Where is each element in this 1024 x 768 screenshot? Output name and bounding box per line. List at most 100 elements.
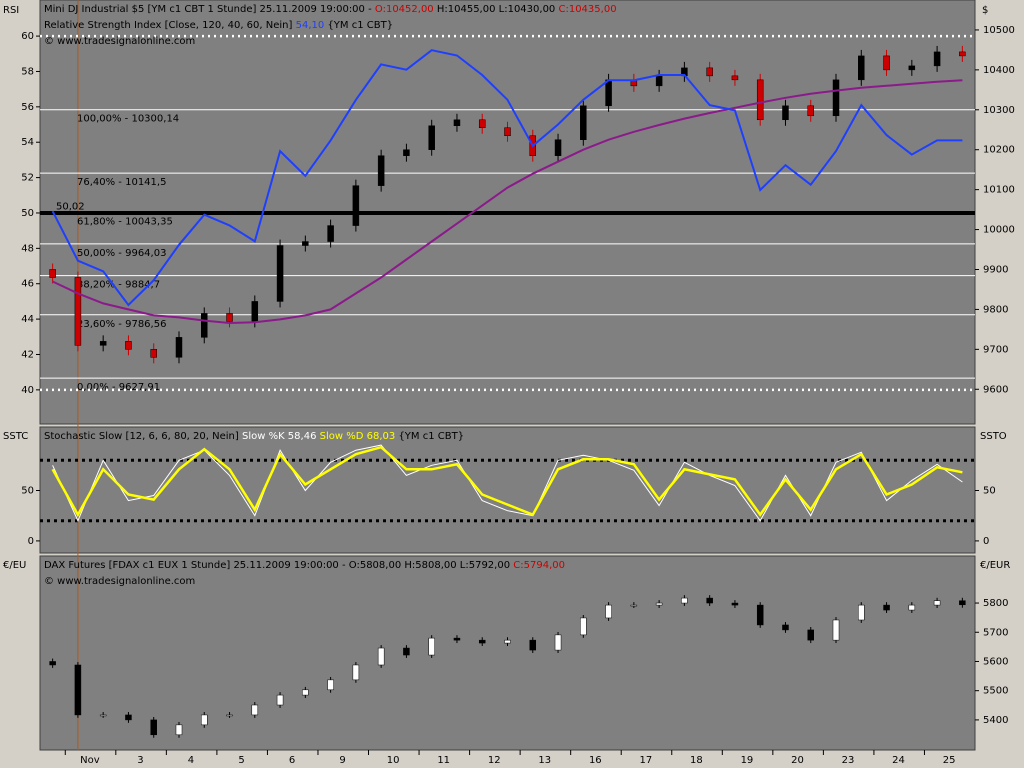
x-tick-label: 12	[488, 755, 501, 766]
indicator-source: {YM c1 CBT}	[398, 431, 464, 442]
candle-body	[782, 105, 789, 121]
candle-body	[478, 119, 486, 129]
candle-body	[756, 604, 764, 626]
rsi-annotation: 50,02	[56, 202, 85, 213]
candle-body	[150, 719, 157, 736]
header-layer: Mini DJ Industrial $5 [YM c1 CBT 1 Stund…	[44, 4, 617, 587]
candle-body	[580, 617, 587, 636]
candle-body	[858, 604, 865, 621]
x-tick-label: 24	[892, 755, 905, 766]
candle-body	[554, 139, 562, 156]
fib-label: 38,20% - 9884,7	[77, 280, 160, 291]
legend-entry: Slow %K 58,46	[242, 431, 316, 442]
y-tick-label: 48	[21, 243, 34, 254]
candle-body	[251, 704, 259, 716]
fib-label: 100,00% - 10300,14	[77, 114, 179, 125]
stochastic-line	[51, 445, 963, 518]
candle-body	[377, 155, 385, 186]
candle-body	[428, 125, 435, 150]
candle-body	[352, 185, 360, 226]
candle-body	[908, 604, 916, 611]
candle-body	[201, 313, 208, 338]
y-tick-label: 5500	[983, 686, 1008, 697]
y-tick-label: 0	[28, 536, 34, 547]
close-label: C:10435,00	[558, 4, 616, 15]
dax-panel	[39, 555, 976, 751]
x-tick-label: 5	[238, 755, 244, 766]
candle-body	[377, 647, 385, 666]
fib-label: 61,80% - 10043,35	[77, 216, 173, 227]
y-tick-label: 40	[21, 385, 34, 396]
candle-body	[731, 75, 739, 81]
x-tick-label: 13	[538, 755, 551, 766]
legend-entry: Slow %D 68,03	[320, 431, 396, 442]
fib-label: 76,40% - 10141,5	[77, 177, 166, 188]
candle-body	[756, 79, 764, 121]
candle-body	[832, 79, 840, 117]
y-tick-label: 10300	[983, 105, 1015, 116]
y-axis-label: €/EU	[3, 560, 26, 571]
candle-body	[504, 639, 511, 644]
x-tick-label: 16	[589, 755, 602, 766]
x-tick-label: 6	[289, 755, 295, 766]
y-tick-label: 50	[21, 486, 34, 497]
candle-body	[706, 597, 713, 604]
candle-body	[453, 637, 461, 641]
candle-body	[327, 225, 334, 242]
watermark: © www.tradesignalonline.com	[44, 36, 195, 47]
x-tick-label: 18	[690, 755, 703, 766]
candle-body	[933, 51, 941, 67]
y-tick-label: 10400	[983, 65, 1015, 76]
y-tick-label: 9900	[983, 264, 1008, 275]
candle-body	[428, 637, 435, 656]
open-label: O:10452,00	[375, 4, 434, 15]
x-tick-label: Nov	[80, 755, 100, 766]
candle-body	[908, 65, 916, 71]
candle-body	[554, 634, 562, 651]
y-tick-label: 5700	[983, 627, 1008, 638]
instrument: Mini DJ Industrial $5 [YM c1 CBT 1 Stund…	[44, 4, 372, 15]
candle-body	[959, 51, 966, 57]
panel-header: DAX Futures [FDAX c1 EUX 1 Stunde] 25.11…	[44, 560, 565, 571]
y-axis-label: RSI	[3, 5, 19, 16]
fib-label: 23,60% - 9786,56	[77, 319, 166, 330]
y-tick-label: 50	[983, 486, 996, 497]
fib-label: 0,00% - 9627,91	[77, 382, 160, 393]
candle-body	[276, 245, 284, 302]
y-tick-label: 10000	[983, 225, 1015, 236]
candle-body	[605, 79, 612, 107]
indicator-source: {YM c1 CBT}	[327, 20, 393, 31]
candle-body	[933, 600, 941, 606]
candle-body	[883, 604, 890, 611]
y-axis-label: €/EUR	[980, 560, 1010, 571]
panel-header: Stochastic Slow [12, 6, 6, 80, 20, Nein]…	[44, 431, 464, 442]
candle-body	[175, 724, 183, 736]
plot-layer: Nov 3 4 5 6 9 10 11 12 13 16 17 18 19 20 23 24 25100,00% …	[21, 0, 1015, 766]
indicator-header: Relative Strength Index [Close, 120, 40,…	[44, 20, 393, 31]
y-tick-label: 9700	[983, 344, 1008, 355]
y-tick-label: 10200	[983, 145, 1015, 156]
candle-body	[403, 647, 410, 656]
candle-body	[478, 639, 486, 644]
x-tick-label: 17	[639, 755, 652, 766]
y-tick-label: 60	[21, 31, 34, 42]
high-low-label: H:10455,00 L:10430,00	[437, 4, 555, 15]
y-tick-label: 9800	[983, 304, 1008, 315]
rsi-line	[51, 49, 963, 307]
candle-body	[681, 597, 688, 604]
candle-body	[403, 149, 410, 156]
candle-body	[201, 714, 208, 726]
candle-body	[858, 55, 865, 81]
close-label: C:5794,00	[513, 560, 565, 571]
candle-body	[74, 664, 82, 716]
moving-average	[52, 79, 963, 325]
candle-body	[276, 694, 284, 706]
candle-body	[49, 269, 56, 278]
y-tick-label: 5400	[983, 715, 1008, 726]
candle-body	[655, 75, 663, 87]
y-tick-label: 5600	[983, 656, 1008, 667]
candle-body	[226, 313, 233, 322]
x-tick-label: 25	[943, 755, 956, 766]
